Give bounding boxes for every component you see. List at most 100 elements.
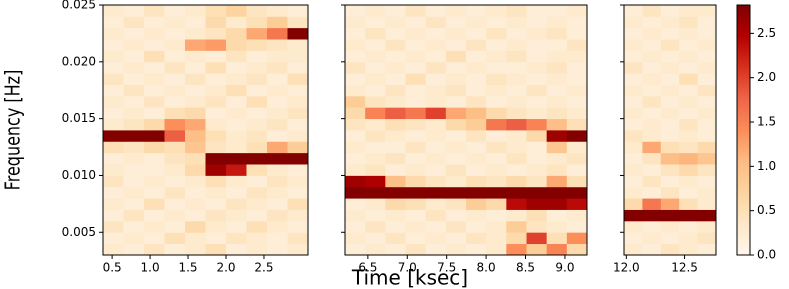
heat-cell <box>679 61 698 74</box>
heat-cell <box>624 27 643 40</box>
heat-cell <box>185 61 206 74</box>
heat-cell <box>526 152 548 165</box>
panel-frame <box>623 4 717 256</box>
heat-cell <box>445 118 467 131</box>
heat-cell <box>226 16 247 29</box>
heat-cell <box>405 50 427 63</box>
heat-cell <box>385 175 406 188</box>
heat-cell <box>566 164 588 176</box>
heat-cell <box>287 73 309 85</box>
heat-cell <box>205 39 227 51</box>
heat-cell <box>205 141 227 154</box>
heat-cell <box>486 243 507 256</box>
heat-cell <box>425 220 447 233</box>
heat-cell <box>103 186 124 199</box>
heat-cell <box>425 95 447 108</box>
heat-cell <box>526 16 548 29</box>
heat-cell <box>226 95 247 108</box>
heat-cell <box>185 152 206 165</box>
heat-cell <box>103 141 124 154</box>
heat-cell <box>365 198 386 210</box>
heat-cell <box>445 27 467 40</box>
heat-cell <box>103 84 124 97</box>
heat-cell <box>405 130 427 142</box>
heat-cell <box>425 16 447 29</box>
heat-cell <box>267 152 288 165</box>
heat-cell <box>103 107 124 120</box>
heat-cell <box>144 209 165 222</box>
heat-cell <box>164 130 186 142</box>
heat-cell <box>185 130 206 142</box>
heat-cell <box>642 220 662 233</box>
heat-cell <box>566 130 588 142</box>
heat-cell <box>267 95 288 108</box>
heat-cell <box>365 16 386 29</box>
heat-cell <box>624 232 643 245</box>
heat-cell <box>425 118 447 131</box>
heat-cell <box>164 243 186 256</box>
heat-cell <box>345 95 366 108</box>
heat-cell <box>546 175 568 188</box>
heat-cell <box>267 16 288 29</box>
x-tick-label: 12.0 <box>613 261 640 275</box>
heat-cell <box>546 141 568 154</box>
heat-cell <box>466 27 487 40</box>
heat-cell <box>405 27 427 40</box>
heat-cell <box>226 130 247 142</box>
heat-cell <box>546 84 568 97</box>
heat-cell <box>642 209 662 222</box>
heat-cell <box>486 186 507 199</box>
heat-cell <box>246 50 268 63</box>
heat-cell <box>466 5 487 17</box>
heat-cell <box>185 107 206 120</box>
heat-cell <box>486 27 507 40</box>
heat-cell <box>205 209 227 222</box>
heat-cell <box>246 164 268 176</box>
heat-cell <box>123 27 145 40</box>
y-tick-label: 0.015 <box>62 111 96 125</box>
heat-cell <box>246 186 268 199</box>
heat-cell <box>697 220 717 233</box>
heat-cell <box>660 39 680 51</box>
heat-cell <box>546 118 568 131</box>
heat-cell <box>164 95 186 108</box>
heat-cell <box>566 209 588 222</box>
heat-cell <box>526 39 548 51</box>
heat-cell <box>624 152 643 165</box>
heat-cell <box>144 130 165 142</box>
heat-cell <box>185 186 206 199</box>
heat-cell <box>205 61 227 74</box>
heat-cell <box>660 209 680 222</box>
heat-cell <box>466 209 487 222</box>
heat-cell <box>246 5 268 17</box>
heat-cell <box>566 107 588 120</box>
heat-cell <box>267 84 288 97</box>
heat-cell <box>205 130 227 142</box>
heat-cell <box>445 186 467 199</box>
heat-cell <box>144 175 165 188</box>
heat-cell <box>287 198 309 210</box>
heat-cell <box>466 198 487 210</box>
heat-cell <box>385 152 406 165</box>
heat-cell <box>679 152 698 165</box>
heat-cell <box>267 141 288 154</box>
heat-cell <box>144 50 165 63</box>
heat-cell <box>287 50 309 63</box>
heat-cell <box>679 107 698 120</box>
heat-cell <box>445 107 467 120</box>
heat-cell <box>385 243 406 256</box>
heat-cell <box>246 141 268 154</box>
heat-cell <box>287 130 309 142</box>
heat-cell <box>385 16 406 29</box>
heat-cell <box>486 164 507 176</box>
heat-cell <box>246 175 268 188</box>
heat-cell <box>226 107 247 120</box>
heat-cell <box>642 232 662 245</box>
heat-cell <box>624 243 643 256</box>
heat-cell <box>405 186 427 199</box>
heat-cell <box>226 209 247 222</box>
heat-cell <box>445 50 467 63</box>
heat-cell <box>385 50 406 63</box>
heat-cell <box>205 186 227 199</box>
heat-cell <box>425 141 447 154</box>
